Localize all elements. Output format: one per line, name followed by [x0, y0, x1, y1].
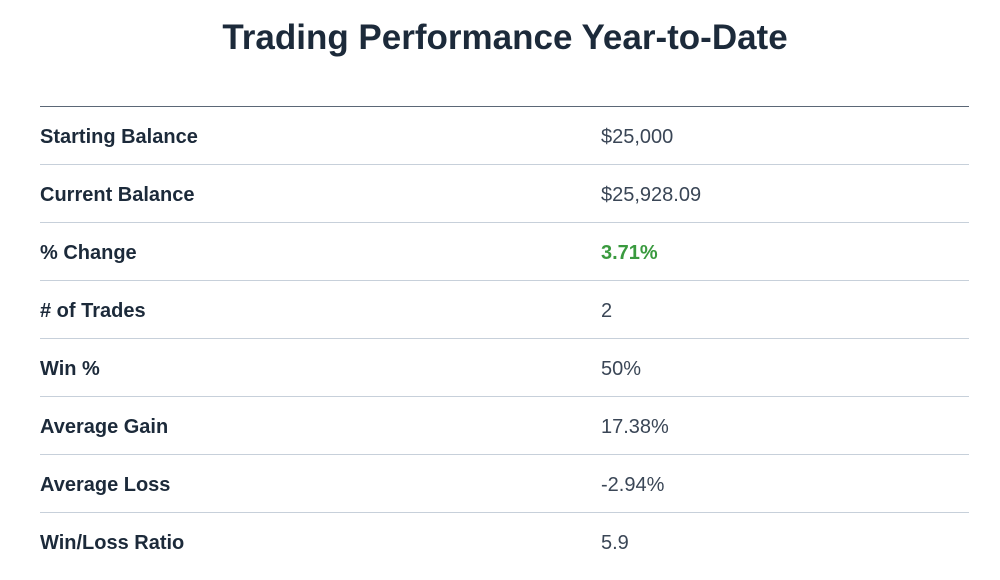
row-value: -2.94% [601, 474, 665, 496]
row-value: 5.9 [601, 532, 629, 554]
row-label: % Change [40, 242, 137, 264]
page-title: Trading Performance Year-to-Date [222, 18, 788, 57]
table-row-average-loss: Average Loss -2.94% [40, 455, 969, 513]
row-value: $25,000 [601, 126, 674, 148]
row-label: Current Balance [40, 184, 195, 206]
row-label: Win/Loss Ratio [40, 532, 185, 554]
row-label: Starting Balance [40, 126, 198, 148]
table-row-number-of-trades: # of Trades 2 [40, 281, 969, 339]
row-value: $25,928.09 [601, 184, 702, 206]
row-label: Average Gain [40, 416, 169, 438]
row-label: Win % [40, 358, 100, 380]
table-row-win-percent: Win % 50% [40, 339, 969, 397]
table-row-starting-balance: Starting Balance $25,000 [40, 107, 969, 165]
table-row-current-balance: Current Balance $25,928.09 [40, 165, 969, 223]
performance-table: Starting Balance $25,000 Current Balance… [40, 106, 969, 570]
table-row-win-loss-ratio: Win/Loss Ratio 5.9 [40, 513, 969, 570]
row-value-positive: 3.71% [601, 242, 658, 264]
row-label: # of Trades [40, 300, 146, 322]
table-row-average-gain: Average Gain 17.38% [40, 397, 969, 455]
row-value: 50% [601, 358, 642, 380]
row-value: 17.38% [601, 416, 669, 438]
row-value: 2 [601, 300, 613, 322]
row-label: Average Loss [40, 474, 171, 496]
table-row-percent-change: % Change 3.71% [40, 223, 969, 281]
